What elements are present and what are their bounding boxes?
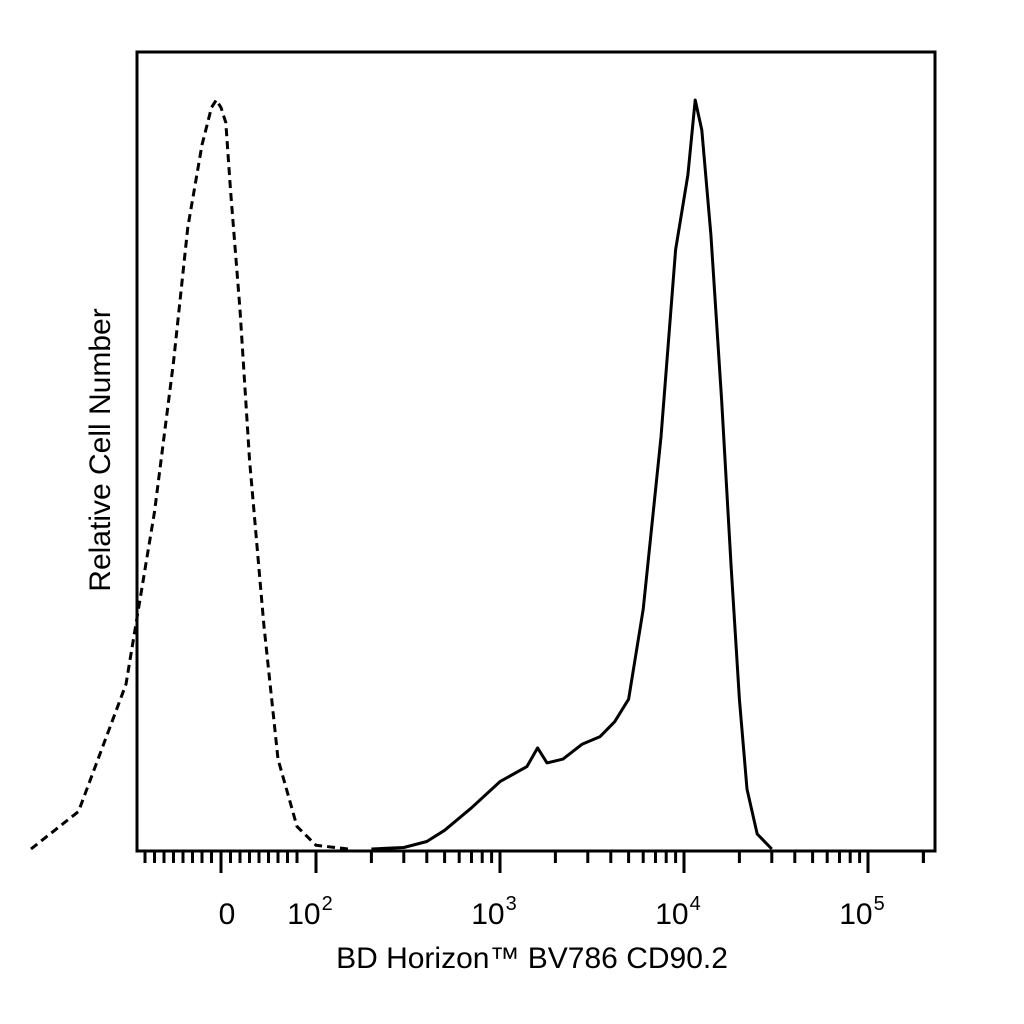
x-tick-label: 0 <box>219 898 236 931</box>
x-tick-label: 105 <box>839 893 885 931</box>
histogram-curves <box>30 98 773 851</box>
x-axis-title: BD Horizon™ BV786 CD90.2 <box>336 942 728 975</box>
histogram-curve-dashed <box>30 98 349 851</box>
plot-frame <box>135 50 937 853</box>
x-tick-label: 102 <box>287 893 333 931</box>
x-tick-labels: 0 102 103 104 105 <box>219 893 885 931</box>
x-tick-label: 104 <box>655 893 701 931</box>
histogram-curve-solid <box>371 98 773 851</box>
x-tick-label: 103 <box>471 893 517 931</box>
y-axis-title: Relative Cell Number <box>84 308 117 591</box>
x-axis-ticks <box>143 851 925 873</box>
